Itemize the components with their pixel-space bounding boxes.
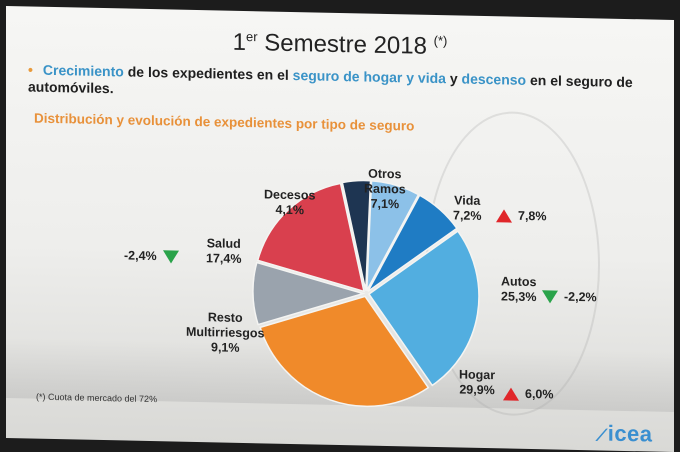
pie-chart [252,179,480,408]
change-indicator-autos: -2,2% [542,289,597,304]
slice-label-resto-multirriesgos: Resto Multirriesgos 9,1% [186,310,265,357]
change-indicator-salud: -2,4% [124,248,179,263]
change-value: 6,0% [525,386,554,402]
slice-percent: 25,3% [501,289,537,305]
slice-name: Salud [206,236,241,251]
slice-percent: 17,4% [206,251,242,266]
triangle-up-icon [496,208,512,223]
slice-label-decesos: Decesos 4,1% [264,187,315,218]
slice-label-autos: Autos 25,3% [501,274,536,305]
slice-name: Vida [454,193,481,208]
slice-percent: 29,9% [459,382,495,398]
pie-slice-salud [256,182,365,293]
slice-name: Decesos [264,187,316,203]
pie-slice-vida [367,194,458,292]
slice-name: Multirriesgos [186,324,265,341]
pie-slice-otros-ramos [366,180,420,292]
slice-label-vida: Vida 7,2% [453,193,482,224]
slice-name: Autos [501,274,537,290]
change-indicator-hogar: 6,0% [503,386,554,401]
slice-name: Otros [368,166,402,182]
change-value: 7,8% [518,208,547,224]
change-indicator-vida: 7,8% [496,208,547,223]
slice-label-otros-ramos: Otros Ramos 7,1% [364,166,406,212]
logo-mark-icon: ⟋ [596,427,608,445]
triangle-down-icon [162,249,179,264]
change-value: -2,2% [564,289,597,305]
triangle-up-icon [503,386,519,401]
slice-name: Resto [207,310,243,325]
triangle-down-icon [542,289,558,304]
icea-logo: ⟋icea [596,420,653,447]
slice-label-hogar: Hogar 29,9% [459,367,495,398]
pie-slice-resto-multirriesgos [252,261,366,326]
slice-percent: 4,1% [275,202,304,218]
change-value: -2,4% [124,248,157,264]
slice-percent: 7,2% [453,208,482,223]
pie-slice-autos [367,230,480,387]
pie-slice-decesos [341,179,372,291]
slice-label-salud: Salud 17,4% [206,236,241,267]
pie-slice-hogar [259,295,430,408]
slice-name: Ramos [364,181,406,197]
slice-name: Hogar [459,367,496,383]
slice-percent: 7,1% [370,196,400,212]
slide: 1er Semestre 2018 (*) • Crecimiento de lo… [6,6,674,452]
slice-percent: 9,1% [211,340,240,355]
